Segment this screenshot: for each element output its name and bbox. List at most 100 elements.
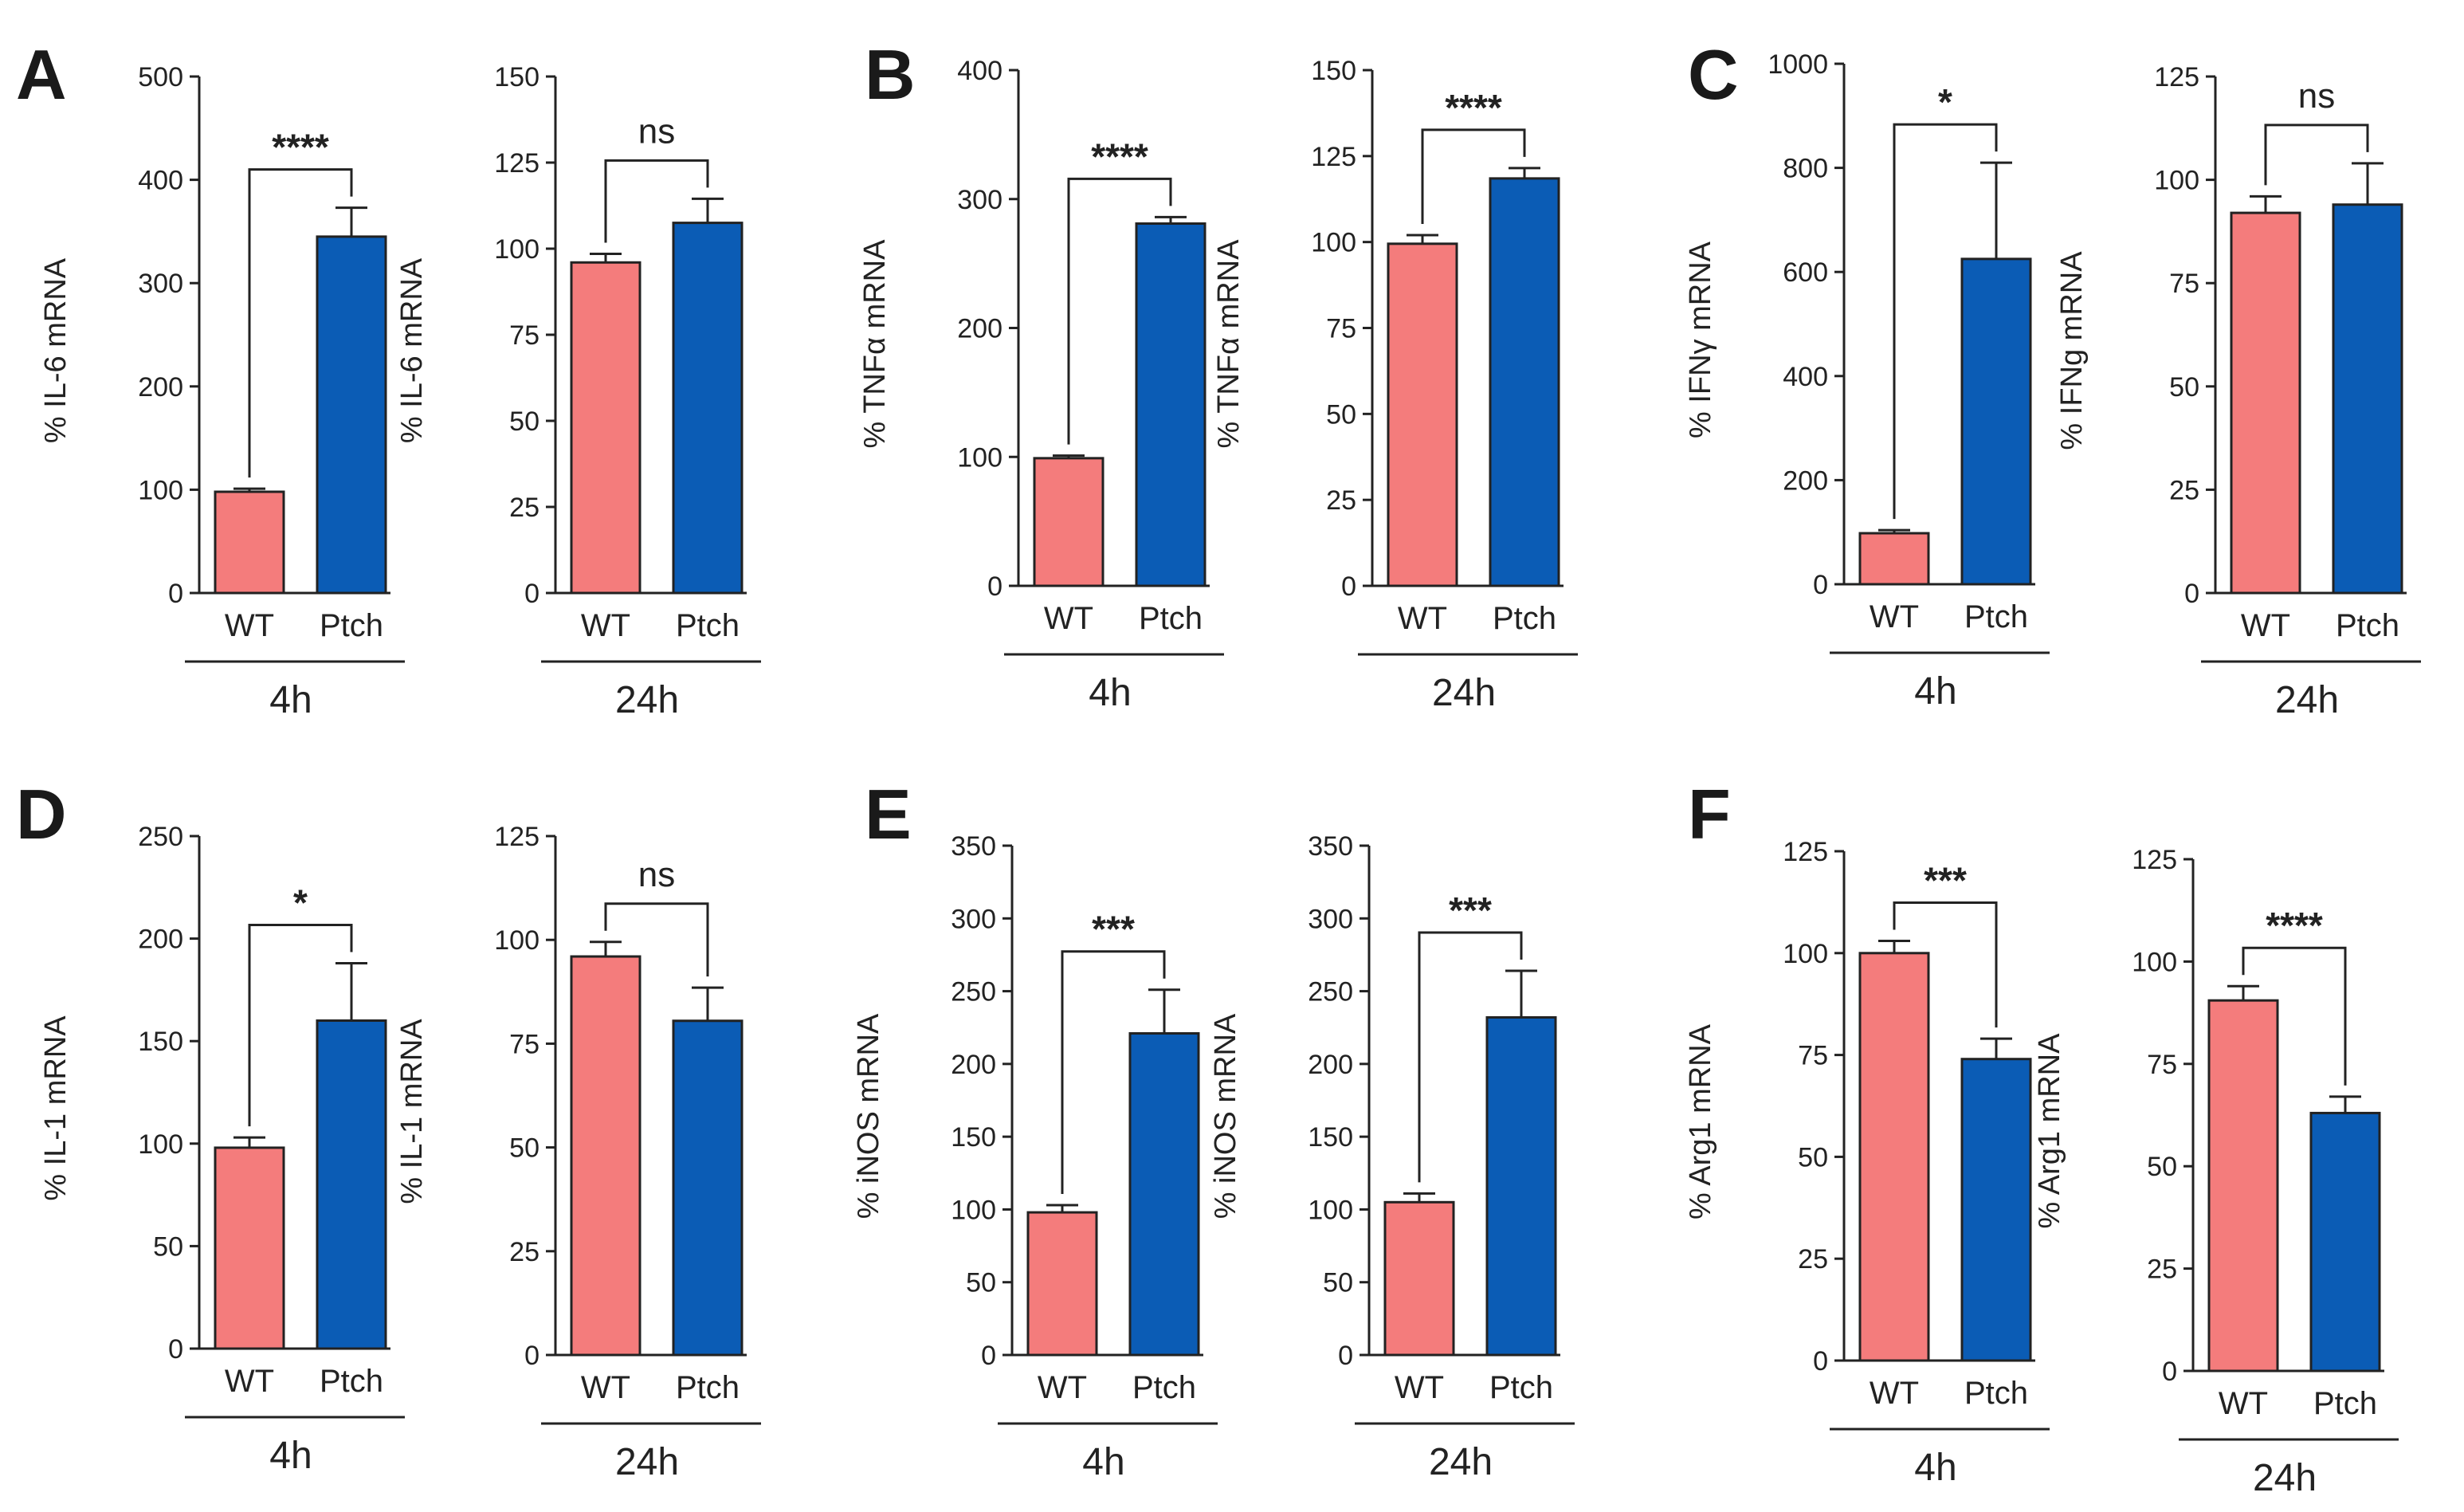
y-tick-label: 50 (509, 406, 539, 437)
y-tick-label: 50 (966, 1268, 996, 1298)
y-tick-label: 500 (138, 62, 183, 92)
timepoint-label: 4h (269, 1435, 312, 1477)
y-tick-label: 100 (951, 1195, 996, 1225)
bar-wt (1387, 242, 1458, 587)
y-axis-label: % Arg1 mRNA (1684, 1023, 1717, 1219)
significance-bracket (604, 159, 709, 243)
y-axis-label: % IL-6 mRNA (395, 257, 429, 443)
panel-letter-f: F (1688, 775, 1731, 854)
x-tick-label: WT (581, 1370, 630, 1405)
bar-wt (1383, 1200, 1455, 1357)
y-tick-label: 0 (524, 579, 539, 609)
y-tick-label: 100 (957, 442, 1002, 473)
y-tick-label: 25 (1326, 485, 1356, 516)
y-tick-label: 125 (2154, 62, 2199, 92)
y-tick-label: 200 (1783, 465, 1828, 496)
chart-panel-d: 0 50 100 150 200 250 % IL-1 mRNA WT Ptch 4h * D (16, 775, 405, 1477)
significance-label: ns (2298, 77, 2335, 116)
chart-panel-c2: 0 25 50 75 100 125 % IFNg mRNA WT Ptch 24h ns (2055, 62, 2421, 721)
x-tick-label: Ptch (1132, 1370, 1196, 1405)
bar-ptch (672, 1019, 744, 1357)
x-tick-label: WT (1395, 1370, 1444, 1405)
y-tick-label: 100 (494, 234, 539, 265)
bar-ptch (1128, 1032, 1200, 1357)
timepoint-label: 4h (269, 679, 312, 721)
significance-label: ns (638, 112, 675, 151)
y-tick-label: 50 (1323, 1268, 1353, 1298)
y-tick-label: 0 (2162, 1357, 2177, 1387)
bar-wt (570, 955, 642, 1357)
x-tick-label: WT (1398, 601, 1447, 636)
x-tick-label: WT (2219, 1386, 2268, 1421)
x-tick-label: Ptch (1964, 599, 2028, 634)
significance-bracket (1893, 123, 1998, 520)
x-tick-label: Ptch (676, 608, 740, 643)
y-tick-label: 0 (168, 1334, 183, 1365)
y-tick-label: 150 (1308, 1122, 1353, 1153)
panel-letter-b: B (865, 35, 916, 114)
significance-label: *** (1449, 890, 1492, 931)
bar-ptch (2309, 1111, 2381, 1373)
y-tick-label: 250 (1308, 977, 1353, 1007)
x-tick-label: WT (1038, 1370, 1087, 1405)
y-tick-label: 25 (509, 493, 539, 523)
y-tick-label: 25 (2147, 1255, 2177, 1285)
bar-wt (214, 1146, 285, 1350)
significance-bracket (1067, 177, 1172, 445)
y-tick-label: 400 (957, 56, 1002, 86)
timepoint-label: 24h (615, 1441, 679, 1483)
significance-label: **** (1445, 87, 1502, 128)
y-tick-label: 100 (138, 475, 183, 505)
timepoint-label: 24h (615, 679, 679, 721)
x-tick-label: Ptch (676, 1370, 740, 1405)
y-tick-label: 100 (2154, 166, 2199, 196)
chart-panel-a2: 0 25 50 75 100 125 150 % IL-6 mRNA WT Ptch 24h ns (395, 62, 761, 721)
bar-ptch (672, 222, 744, 595)
y-tick-label: 0 (2184, 579, 2199, 609)
y-tick-label: 50 (1798, 1142, 1828, 1172)
chart-panel-f: 0 25 50 75 100 125 % Arg1 mRNA WT Ptch 4h *** F (1684, 775, 2050, 1489)
y-tick-label: 100 (494, 925, 539, 956)
y-tick-label: 1000 (1768, 49, 1828, 80)
bar-ptch (1485, 1015, 1557, 1357)
x-tick-label: Ptch (1139, 601, 1203, 636)
significance-bracket (1421, 128, 1526, 225)
y-tick-label: 200 (138, 372, 183, 403)
chart-panel-e2: 0 50 100 150 200 250 300 350 % iNOS mRNA WT Ptch 24… (1209, 831, 1575, 1483)
chart-panel-c: 0 200 400 600 800 1000 % IFNγ mRNA WT Ptch 4h * C (1684, 35, 2050, 713)
y-tick-label: 100 (2132, 947, 2177, 977)
y-axis-label: % TNFα mRNA (1212, 239, 1246, 449)
y-tick-label: 50 (509, 1133, 539, 1164)
y-tick-label: 100 (1311, 228, 1356, 258)
y-tick-label: 100 (138, 1129, 183, 1160)
significance-label: **** (272, 127, 329, 168)
y-axis-label: % IL-6 mRNA (39, 257, 73, 443)
significance-label: *** (1924, 859, 1967, 901)
timepoint-label: 24h (1429, 1441, 1493, 1483)
bar-ptch (1135, 222, 1206, 587)
y-tick-label: 25 (509, 1237, 539, 1267)
y-tick-label: 50 (1326, 399, 1356, 430)
y-tick-label: 200 (1308, 1050, 1353, 1080)
bar-ptch (1960, 1058, 2032, 1362)
timepoint-label: 4h (1082, 1441, 1124, 1483)
y-tick-label: 25 (2169, 475, 2199, 505)
y-axis-label: % IFNγ mRNA (1684, 241, 1717, 438)
significance-bracket (2264, 124, 2369, 186)
y-tick-label: 200 (957, 314, 1002, 344)
timepoint-label: 24h (1432, 672, 1496, 714)
y-tick-label: 250 (951, 977, 996, 1007)
y-tick-label: 125 (2132, 845, 2177, 875)
y-tick-label: 0 (168, 579, 183, 609)
y-axis-label: % iNOS mRNA (852, 1013, 885, 1219)
timepoint-label: 4h (1914, 1447, 1956, 1489)
y-axis-label: % iNOS mRNA (1209, 1013, 1242, 1219)
y-axis-label: % Arg1 mRNA (2033, 1033, 2066, 1229)
significance-label: * (1938, 81, 1952, 123)
x-tick-label: WT (1870, 1376, 1919, 1411)
y-tick-label: 200 (138, 925, 183, 955)
y-tick-label: 800 (1783, 154, 1828, 184)
y-tick-label: 350 (951, 831, 996, 862)
chart-panel-d2: 0 25 50 75 100 125 % IL-1 mRNA WT Ptch 24h ns (395, 822, 761, 1483)
y-tick-label: 0 (1341, 571, 1356, 602)
